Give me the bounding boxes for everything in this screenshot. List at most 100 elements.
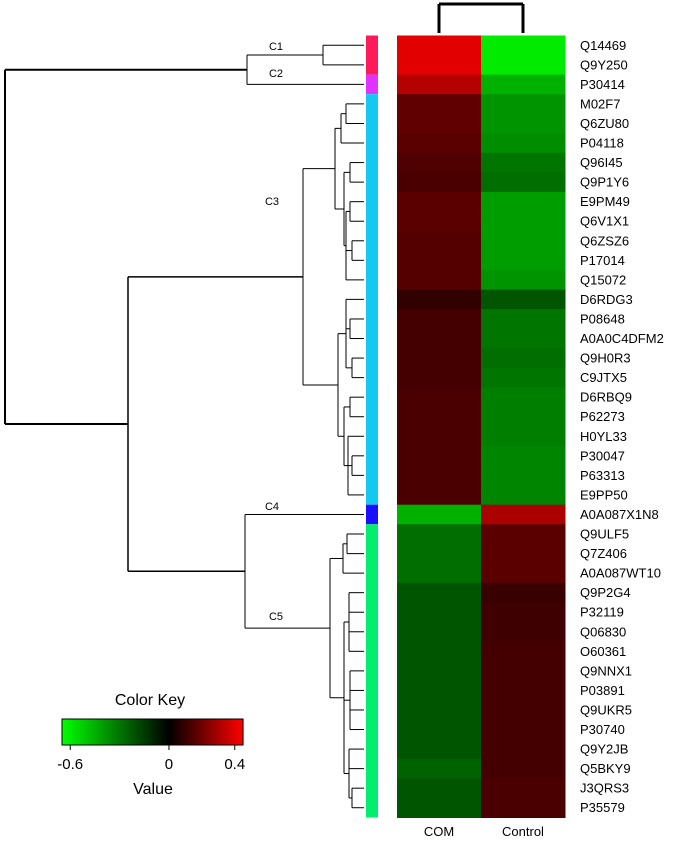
column-dendrogram bbox=[437, 2, 525, 33]
heatmap-cell bbox=[481, 504, 566, 525]
heatmap-cell bbox=[481, 211, 566, 232]
heatmap-cell bbox=[397, 504, 482, 525]
color-key-swatch bbox=[124, 719, 127, 745]
color-key-tick-label: 0.4 bbox=[224, 756, 245, 773]
color-key-swatch bbox=[212, 719, 216, 745]
cluster-label: C5 bbox=[269, 611, 283, 623]
color-key-swatch bbox=[160, 719, 164, 745]
color-key-swatch bbox=[72, 719, 75, 745]
color-key-gradient bbox=[61, 718, 244, 746]
heatmap-cell bbox=[481, 250, 566, 271]
color-key-swatch bbox=[84, 719, 87, 745]
row-label: Q5BKY9 bbox=[580, 761, 631, 776]
heatmap-cell bbox=[397, 270, 482, 291]
row-label: P35579 bbox=[580, 800, 625, 815]
heatmap-cell bbox=[481, 700, 566, 721]
row-label: Q7Z406 bbox=[580, 546, 627, 561]
row-label: Q9H0R3 bbox=[580, 351, 631, 366]
column-label: COM bbox=[424, 824, 454, 839]
row-label: E9PP50 bbox=[580, 487, 628, 502]
row-label: D6RBQ9 bbox=[580, 390, 632, 405]
color-key-swatch bbox=[208, 719, 212, 745]
heatmap-cell bbox=[481, 113, 566, 134]
heatmap-cell bbox=[481, 661, 566, 682]
color-key-swatch bbox=[154, 719, 158, 745]
color-key-swatch bbox=[62, 719, 65, 745]
color-key-swatch bbox=[172, 719, 176, 745]
cluster-color-bar bbox=[366, 35, 378, 818]
row-label: Q14469 bbox=[580, 38, 626, 53]
heatmap-cell bbox=[481, 367, 566, 388]
color-key-swatch bbox=[76, 719, 79, 745]
row-label: J3QRS3 bbox=[580, 781, 629, 796]
heatmap-cell bbox=[397, 543, 482, 564]
heatmap-cell bbox=[481, 719, 566, 740]
color-key-swatch bbox=[210, 719, 214, 745]
row-label: Q9Y250 bbox=[580, 57, 628, 72]
heatmap-cell bbox=[481, 680, 566, 701]
color-key-swatch bbox=[182, 719, 186, 745]
color-key-swatch bbox=[176, 719, 180, 745]
color-key-swatch bbox=[98, 719, 101, 745]
heatmap-cell bbox=[481, 270, 566, 291]
color-key-swatch bbox=[82, 719, 85, 745]
color-key-swatch bbox=[144, 719, 148, 745]
color-key-swatch bbox=[92, 719, 95, 745]
heatmap-cell bbox=[481, 543, 566, 564]
color-key-swatch bbox=[110, 719, 113, 745]
color-key-title: Color Key bbox=[115, 692, 185, 709]
color-key-swatch bbox=[148, 719, 152, 745]
color-key-swatch bbox=[200, 719, 204, 745]
color-key-swatch bbox=[204, 719, 208, 745]
color-key-swatch bbox=[166, 719, 170, 745]
color-key-swatch bbox=[220, 719, 224, 745]
color-key-swatch bbox=[142, 719, 146, 745]
color-key-swatch bbox=[178, 719, 182, 745]
row-label: Q9P2G4 bbox=[580, 585, 631, 600]
row-label: Q9ULF5 bbox=[580, 527, 629, 542]
row-label: P63313 bbox=[580, 468, 625, 483]
row-label: M02F7 bbox=[580, 96, 620, 111]
row-dendrogram bbox=[4, 44, 364, 809]
row-label: P08648 bbox=[580, 311, 625, 326]
color-key-swatch bbox=[188, 719, 192, 745]
cluster-label: C3 bbox=[265, 196, 279, 208]
heatmap-cell bbox=[397, 739, 482, 760]
color-key-swatch bbox=[118, 719, 121, 745]
row-label: Q06830 bbox=[580, 624, 626, 639]
color-key-swatch bbox=[234, 719, 238, 745]
row-label: Q9UKR5 bbox=[580, 702, 632, 717]
heatmap-cell bbox=[481, 55, 566, 76]
heatmap-cell bbox=[481, 739, 566, 760]
heatmap-cell bbox=[481, 622, 566, 643]
row-label: P03891 bbox=[580, 683, 625, 698]
color-key-swatch bbox=[238, 719, 242, 745]
row-label: H0YL33 bbox=[580, 429, 627, 444]
heatmap-cell bbox=[397, 622, 482, 643]
heatmap-cell bbox=[397, 387, 482, 408]
color-key-swatch bbox=[196, 719, 200, 745]
color-key-swatch bbox=[138, 719, 142, 745]
color-key-swatch bbox=[106, 719, 109, 745]
heatmap-cell bbox=[481, 94, 566, 115]
color-key: Color Key -0.6 0 0.4 Value bbox=[57, 692, 245, 798]
color-key-swatch bbox=[198, 719, 202, 745]
heatmap-cell bbox=[481, 563, 566, 584]
color-key-swatch bbox=[164, 719, 168, 745]
color-key-swatch bbox=[236, 719, 240, 745]
cluster-bar-segment bbox=[366, 524, 378, 818]
heatmap-cell bbox=[397, 172, 482, 193]
heatmap-cell bbox=[481, 485, 566, 506]
color-key-swatch bbox=[112, 719, 115, 745]
row-label: Q15072 bbox=[580, 272, 626, 287]
color-key-swatch bbox=[180, 719, 184, 745]
row-label: P30047 bbox=[580, 448, 625, 463]
color-key-swatch bbox=[74, 719, 77, 745]
color-key-swatch bbox=[100, 719, 103, 745]
heatmap-cell bbox=[481, 797, 566, 818]
color-key-swatch bbox=[140, 719, 144, 745]
heatmap-cell bbox=[397, 778, 482, 799]
color-key-swatch bbox=[240, 719, 244, 745]
color-key-swatch bbox=[150, 719, 154, 745]
cluster-labels: C1 C2 C3 C4 C5 bbox=[265, 41, 283, 623]
